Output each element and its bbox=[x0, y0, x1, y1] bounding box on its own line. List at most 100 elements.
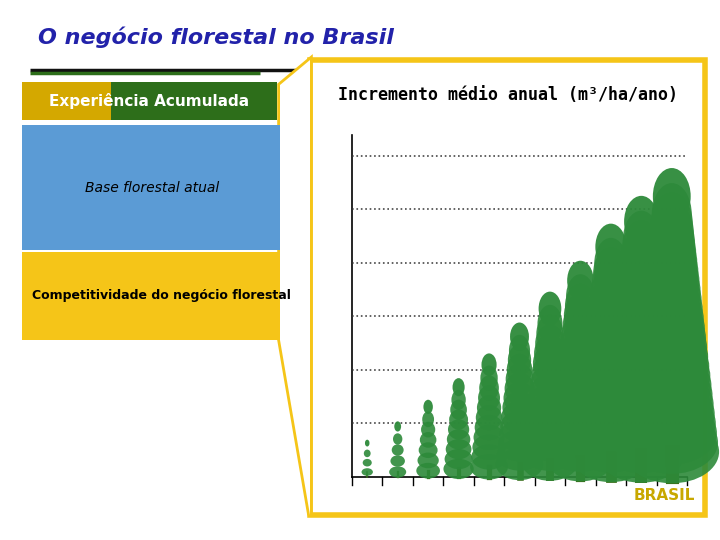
Polygon shape bbox=[280, 60, 310, 515]
Ellipse shape bbox=[528, 384, 572, 422]
Ellipse shape bbox=[616, 269, 667, 327]
Ellipse shape bbox=[608, 338, 674, 395]
Ellipse shape bbox=[593, 247, 629, 299]
Ellipse shape bbox=[653, 168, 690, 225]
Ellipse shape bbox=[651, 193, 693, 255]
Ellipse shape bbox=[499, 420, 540, 451]
Ellipse shape bbox=[617, 259, 665, 317]
Ellipse shape bbox=[422, 411, 434, 427]
Ellipse shape bbox=[547, 437, 613, 482]
Text: Base florestal atual: Base florestal atual bbox=[85, 180, 219, 194]
Ellipse shape bbox=[392, 444, 404, 456]
Ellipse shape bbox=[572, 430, 649, 482]
Ellipse shape bbox=[474, 415, 503, 440]
Ellipse shape bbox=[643, 259, 701, 322]
Ellipse shape bbox=[595, 224, 626, 270]
Ellipse shape bbox=[573, 421, 649, 472]
Ellipse shape bbox=[575, 402, 647, 453]
Ellipse shape bbox=[645, 240, 698, 303]
Bar bbox=[22, 82, 112, 120]
Ellipse shape bbox=[447, 429, 470, 449]
Ellipse shape bbox=[551, 408, 611, 453]
Ellipse shape bbox=[537, 305, 562, 343]
Ellipse shape bbox=[632, 354, 711, 417]
Ellipse shape bbox=[623, 211, 660, 268]
Ellipse shape bbox=[624, 420, 719, 483]
Ellipse shape bbox=[603, 386, 680, 444]
Ellipse shape bbox=[549, 418, 611, 462]
Ellipse shape bbox=[598, 426, 685, 483]
Ellipse shape bbox=[496, 449, 543, 480]
Ellipse shape bbox=[563, 303, 598, 347]
Ellipse shape bbox=[450, 400, 467, 420]
Ellipse shape bbox=[533, 345, 567, 382]
Ellipse shape bbox=[474, 424, 505, 450]
Text: BRASIL: BRASIL bbox=[634, 488, 695, 503]
Ellipse shape bbox=[592, 257, 630, 309]
Ellipse shape bbox=[589, 286, 633, 338]
Ellipse shape bbox=[629, 382, 715, 446]
Ellipse shape bbox=[644, 249, 699, 313]
Bar bbox=[22, 125, 282, 250]
Ellipse shape bbox=[624, 196, 659, 247]
Ellipse shape bbox=[610, 328, 673, 385]
Ellipse shape bbox=[612, 308, 671, 366]
Bar bbox=[112, 82, 277, 120]
Ellipse shape bbox=[582, 344, 639, 395]
Ellipse shape bbox=[575, 411, 647, 463]
Ellipse shape bbox=[453, 378, 464, 396]
Ellipse shape bbox=[577, 382, 644, 434]
Ellipse shape bbox=[390, 455, 405, 467]
Ellipse shape bbox=[599, 416, 683, 473]
Ellipse shape bbox=[524, 423, 576, 461]
Ellipse shape bbox=[587, 305, 635, 357]
Ellipse shape bbox=[567, 261, 594, 300]
Ellipse shape bbox=[416, 463, 440, 478]
Ellipse shape bbox=[361, 468, 373, 476]
Ellipse shape bbox=[476, 405, 503, 430]
Ellipse shape bbox=[649, 202, 694, 265]
Ellipse shape bbox=[498, 430, 541, 461]
Text: Competitividade do negócio florestal: Competitividade do negócio florestal bbox=[32, 289, 291, 302]
Ellipse shape bbox=[390, 467, 406, 478]
Ellipse shape bbox=[448, 420, 469, 440]
Text: O negócio florestal no Brasil: O negócio florestal no Brasil bbox=[38, 26, 394, 48]
Ellipse shape bbox=[523, 433, 577, 471]
Ellipse shape bbox=[555, 370, 606, 414]
Ellipse shape bbox=[507, 354, 532, 386]
Ellipse shape bbox=[638, 306, 706, 369]
Ellipse shape bbox=[591, 267, 631, 319]
Ellipse shape bbox=[613, 299, 670, 356]
Ellipse shape bbox=[604, 376, 679, 434]
Ellipse shape bbox=[607, 347, 675, 404]
Ellipse shape bbox=[472, 444, 507, 470]
Ellipse shape bbox=[508, 345, 531, 376]
Text: Incremento médio anual (m³/ha/ano): Incremento médio anual (m³/ha/ano) bbox=[338, 86, 678, 104]
Ellipse shape bbox=[446, 439, 472, 460]
Ellipse shape bbox=[509, 335, 530, 366]
Ellipse shape bbox=[510, 322, 529, 351]
Ellipse shape bbox=[549, 428, 613, 472]
Bar bbox=[22, 252, 292, 340]
Ellipse shape bbox=[558, 341, 603, 386]
Ellipse shape bbox=[552, 399, 609, 443]
Ellipse shape bbox=[588, 295, 634, 347]
Ellipse shape bbox=[635, 326, 708, 388]
Ellipse shape bbox=[611, 318, 672, 375]
Ellipse shape bbox=[526, 403, 574, 441]
Ellipse shape bbox=[395, 421, 401, 431]
Ellipse shape bbox=[640, 287, 703, 350]
Ellipse shape bbox=[480, 366, 498, 391]
Ellipse shape bbox=[594, 238, 628, 289]
Ellipse shape bbox=[554, 380, 607, 424]
Ellipse shape bbox=[585, 315, 636, 367]
Ellipse shape bbox=[562, 313, 599, 357]
Ellipse shape bbox=[557, 351, 603, 395]
Ellipse shape bbox=[621, 230, 662, 288]
Ellipse shape bbox=[449, 409, 468, 430]
Ellipse shape bbox=[602, 396, 681, 454]
Ellipse shape bbox=[628, 392, 716, 455]
Ellipse shape bbox=[363, 459, 372, 467]
Ellipse shape bbox=[503, 392, 536, 423]
Ellipse shape bbox=[497, 439, 542, 471]
